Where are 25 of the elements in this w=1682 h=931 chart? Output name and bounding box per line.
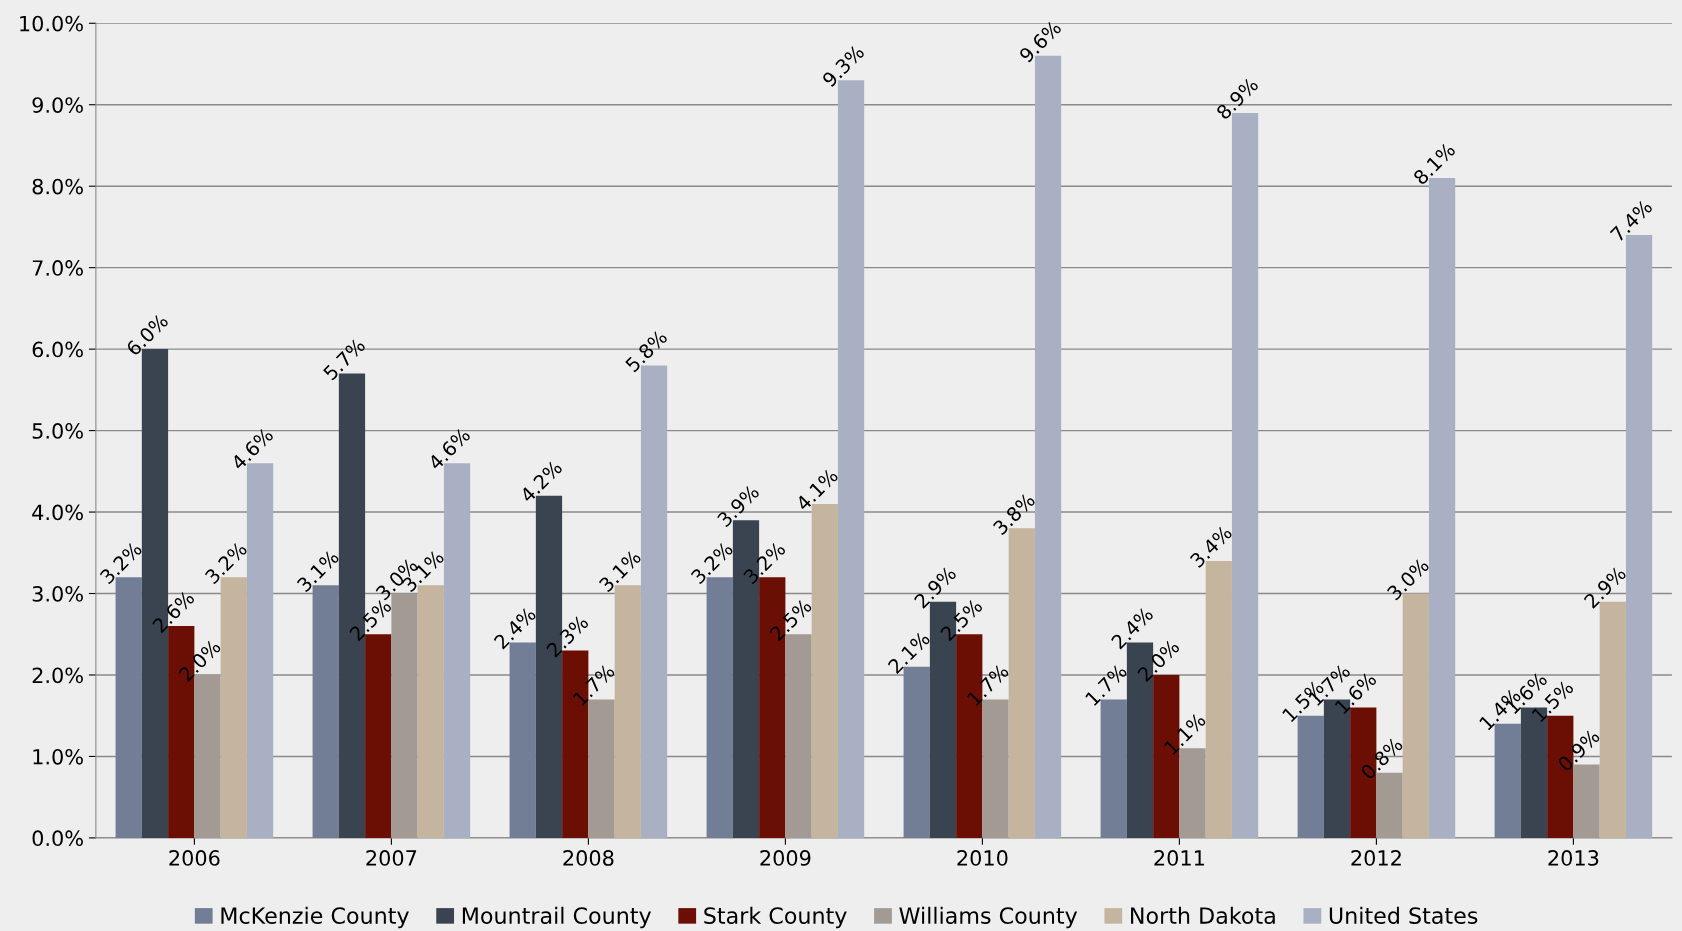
y-tick-label: 5.0% bbox=[32, 423, 83, 439]
y-tick-label: 0.0% bbox=[32, 830, 83, 847]
x-tick-label: 2010 bbox=[957, 850, 1008, 866]
y-tick-label: 7.0% bbox=[32, 260, 83, 276]
y-tick-label: 2.0% bbox=[32, 667, 83, 684]
x-tick-label: 2013 bbox=[1548, 850, 1599, 866]
x-tick-label: 2009 bbox=[760, 850, 811, 866]
x-tick-label: 2012 bbox=[1351, 850, 1401, 866]
y-tick-label: 9.0% bbox=[32, 97, 83, 113]
legend-label: United States bbox=[1329, 906, 1478, 924]
legend-label: Williams County bbox=[899, 906, 1078, 929]
legend-label: McKenzie County bbox=[221, 906, 409, 929]
y-tick-label: 8.0% bbox=[32, 178, 83, 195]
y-tick-label: 4.0% bbox=[32, 504, 83, 521]
legend-label: Stark County bbox=[704, 906, 847, 929]
y-tick-label: 10.0% bbox=[20, 15, 83, 32]
y-tick-label: 3.0% bbox=[32, 585, 83, 602]
x-tick-label: 2008 bbox=[563, 850, 614, 866]
legend-label: North Dakota bbox=[1131, 906, 1275, 924]
legend-label: Mountrail County bbox=[462, 906, 652, 929]
y-tick-label: 1.0% bbox=[33, 748, 83, 765]
x-tick-label: 2011 bbox=[1154, 850, 1204, 866]
x-tick-label: 2007 bbox=[366, 850, 417, 866]
y-tick-label: 6.0% bbox=[32, 341, 83, 358]
x-tick-label: 2006 bbox=[169, 850, 220, 866]
